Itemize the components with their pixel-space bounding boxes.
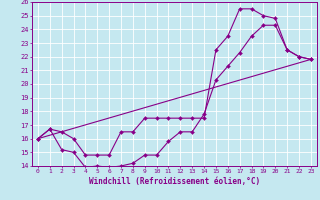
- X-axis label: Windchill (Refroidissement éolien,°C): Windchill (Refroidissement éolien,°C): [89, 177, 260, 186]
